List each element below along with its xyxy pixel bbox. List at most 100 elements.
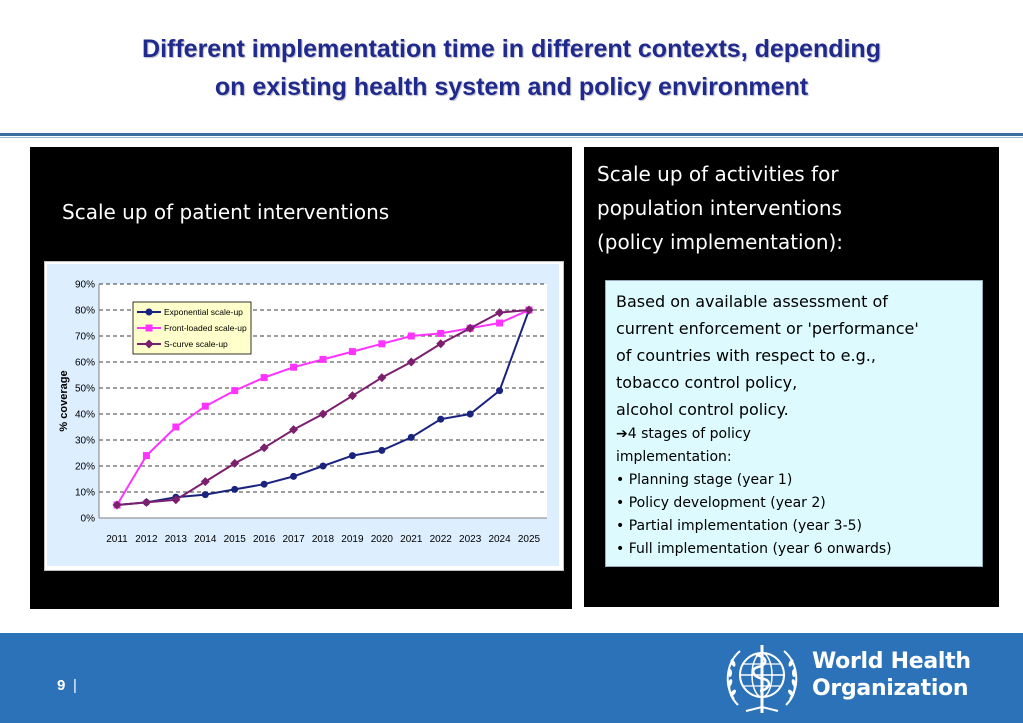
stages-heading-text: 4 stages of policy bbox=[627, 426, 751, 442]
x-tick-label: 2016 bbox=[253, 534, 276, 545]
page-number: 9 bbox=[57, 677, 66, 694]
y-tick-label: 50% bbox=[75, 384, 95, 395]
data-point bbox=[290, 363, 298, 371]
patient-interventions-title: Scale up of patient interventions bbox=[62, 200, 390, 224]
x-tick-label: 2023 bbox=[459, 534, 482, 545]
x-tick-label: 2024 bbox=[488, 534, 511, 545]
x-tick-label: 2021 bbox=[400, 534, 423, 545]
data-point bbox=[496, 319, 504, 327]
y-tick-label: 20% bbox=[75, 462, 95, 473]
y-tick-label: 60% bbox=[75, 358, 95, 369]
data-point bbox=[260, 374, 268, 382]
data-point bbox=[378, 446, 386, 454]
slide-title: Different implementation time in differe… bbox=[20, 30, 1003, 106]
chart-frame: 0% 10% 20% 30% 40% 50% 60% 70% 80% 90% 2011 2012 201… bbox=[44, 261, 564, 571]
assessment-line: Based on available assessment of bbox=[616, 292, 888, 311]
x-tick-label: 2019 bbox=[341, 534, 364, 545]
who-wordmark-line-1: World Health bbox=[812, 649, 971, 674]
data-point bbox=[145, 324, 153, 332]
data-point bbox=[230, 458, 240, 468]
data-point bbox=[436, 339, 446, 349]
x-tick-label: 2018 bbox=[312, 534, 335, 545]
data-point bbox=[201, 402, 209, 410]
assessment-text: Based on available assessment of current… bbox=[616, 288, 972, 423]
scale-up-chart: 0% 10% 20% 30% 40% 50% 60% 70% 80% 90% 2011 2012 201… bbox=[58, 280, 547, 545]
data-point bbox=[319, 355, 327, 363]
data-point bbox=[289, 425, 299, 435]
data-point bbox=[407, 332, 415, 340]
y-tick-label: 70% bbox=[75, 332, 95, 343]
stages-block: ➔4 stages of policy implementation: • Pl… bbox=[616, 423, 972, 561]
stage-item: • Planning stage (year 1) bbox=[616, 472, 793, 488]
legend-label: Exponential scale-up bbox=[164, 307, 243, 317]
data-point bbox=[348, 452, 356, 460]
legend-label: S-curve scale-up bbox=[164, 339, 228, 349]
data-point bbox=[377, 373, 387, 383]
data-point bbox=[231, 387, 239, 395]
stages-heading-line-2: implementation: bbox=[616, 449, 732, 465]
data-point bbox=[144, 339, 154, 349]
who-wordmark: World Health Organization bbox=[812, 648, 971, 702]
x-tick-label: 2014 bbox=[194, 534, 217, 545]
stage-item: • Policy development (year 2) bbox=[616, 495, 826, 511]
data-point bbox=[141, 497, 151, 507]
page-separator: | bbox=[73, 677, 77, 694]
who-wordmark-line-2: Organization bbox=[812, 676, 969, 701]
footer-bar: 9 | World Health Organization bbox=[0, 633, 1023, 723]
data-point bbox=[524, 305, 534, 315]
patient-interventions-panel: Scale up of patient interventions 0% 10% 2… bbox=[30, 147, 572, 609]
slide-title-line-1: Different implementation time in differe… bbox=[142, 35, 881, 63]
x-tick-label: 2020 bbox=[371, 534, 394, 545]
assessment-line: tobacco control policy, bbox=[616, 373, 798, 392]
assessment-line: alcohol control policy. bbox=[616, 400, 789, 419]
y-tick-label: 10% bbox=[75, 488, 95, 499]
population-title-line: Scale up of activities for bbox=[597, 162, 839, 186]
data-point bbox=[437, 329, 445, 337]
data-point bbox=[200, 477, 210, 487]
data-point bbox=[348, 348, 356, 356]
data-point bbox=[318, 409, 328, 419]
x-tick-label: 2017 bbox=[282, 534, 305, 545]
x-tick-label: 2013 bbox=[165, 534, 188, 545]
y-tick-label: 0% bbox=[81, 514, 96, 525]
population-interventions-panel: Scale up of activities for population in… bbox=[584, 147, 999, 607]
data-point bbox=[496, 387, 504, 395]
chart-area: 0% 10% 20% 30% 40% 50% 60% 70% 80% 90% 2011 2012 201… bbox=[47, 264, 559, 566]
data-point bbox=[347, 391, 357, 401]
data-point bbox=[406, 357, 416, 367]
data-point bbox=[145, 308, 153, 316]
stages-heading: ➔4 stages of policy bbox=[616, 423, 972, 446]
policy-info-box: Based on available assessment of current… bbox=[605, 280, 983, 567]
assessment-line: current enforcement or 'performance' bbox=[616, 319, 919, 338]
slide-title-line-2: on existing health system and policy env… bbox=[214, 73, 809, 101]
x-tick-label: 2025 bbox=[518, 534, 541, 545]
x-tick-label: 2011 bbox=[106, 534, 128, 545]
title-divider bbox=[0, 133, 1023, 136]
data-point bbox=[259, 443, 269, 453]
y-tick-label: 30% bbox=[75, 436, 95, 447]
data-point bbox=[142, 452, 150, 460]
data-point bbox=[437, 415, 445, 423]
data-point bbox=[465, 323, 475, 333]
x-tick-label: 2022 bbox=[430, 534, 453, 545]
data-point bbox=[231, 485, 239, 493]
data-point bbox=[466, 410, 474, 418]
data-point bbox=[260, 480, 268, 488]
y-axis-label: % coverage bbox=[58, 370, 70, 431]
data-point bbox=[495, 308, 505, 318]
data-point bbox=[407, 433, 415, 441]
data-point bbox=[171, 495, 181, 505]
stage-item: • Full implementation (year 6 onwards) bbox=[616, 541, 892, 557]
population-title-line: (policy implementation): bbox=[597, 230, 844, 254]
y-tick-label: 40% bbox=[75, 410, 95, 421]
legend-label: Front-loaded scale-up bbox=[164, 323, 247, 333]
y-tick-label: 90% bbox=[75, 280, 95, 291]
x-tick-label: 2015 bbox=[224, 534, 247, 545]
assessment-line: of countries with respect to e.g., bbox=[616, 346, 876, 365]
data-point bbox=[290, 472, 298, 480]
y-tick-label: 80% bbox=[75, 306, 95, 317]
x-tick-label: 2012 bbox=[135, 534, 158, 545]
who-emblem-icon bbox=[726, 645, 798, 713]
data-point bbox=[112, 500, 122, 510]
population-title-line: population interventions bbox=[597, 196, 842, 220]
